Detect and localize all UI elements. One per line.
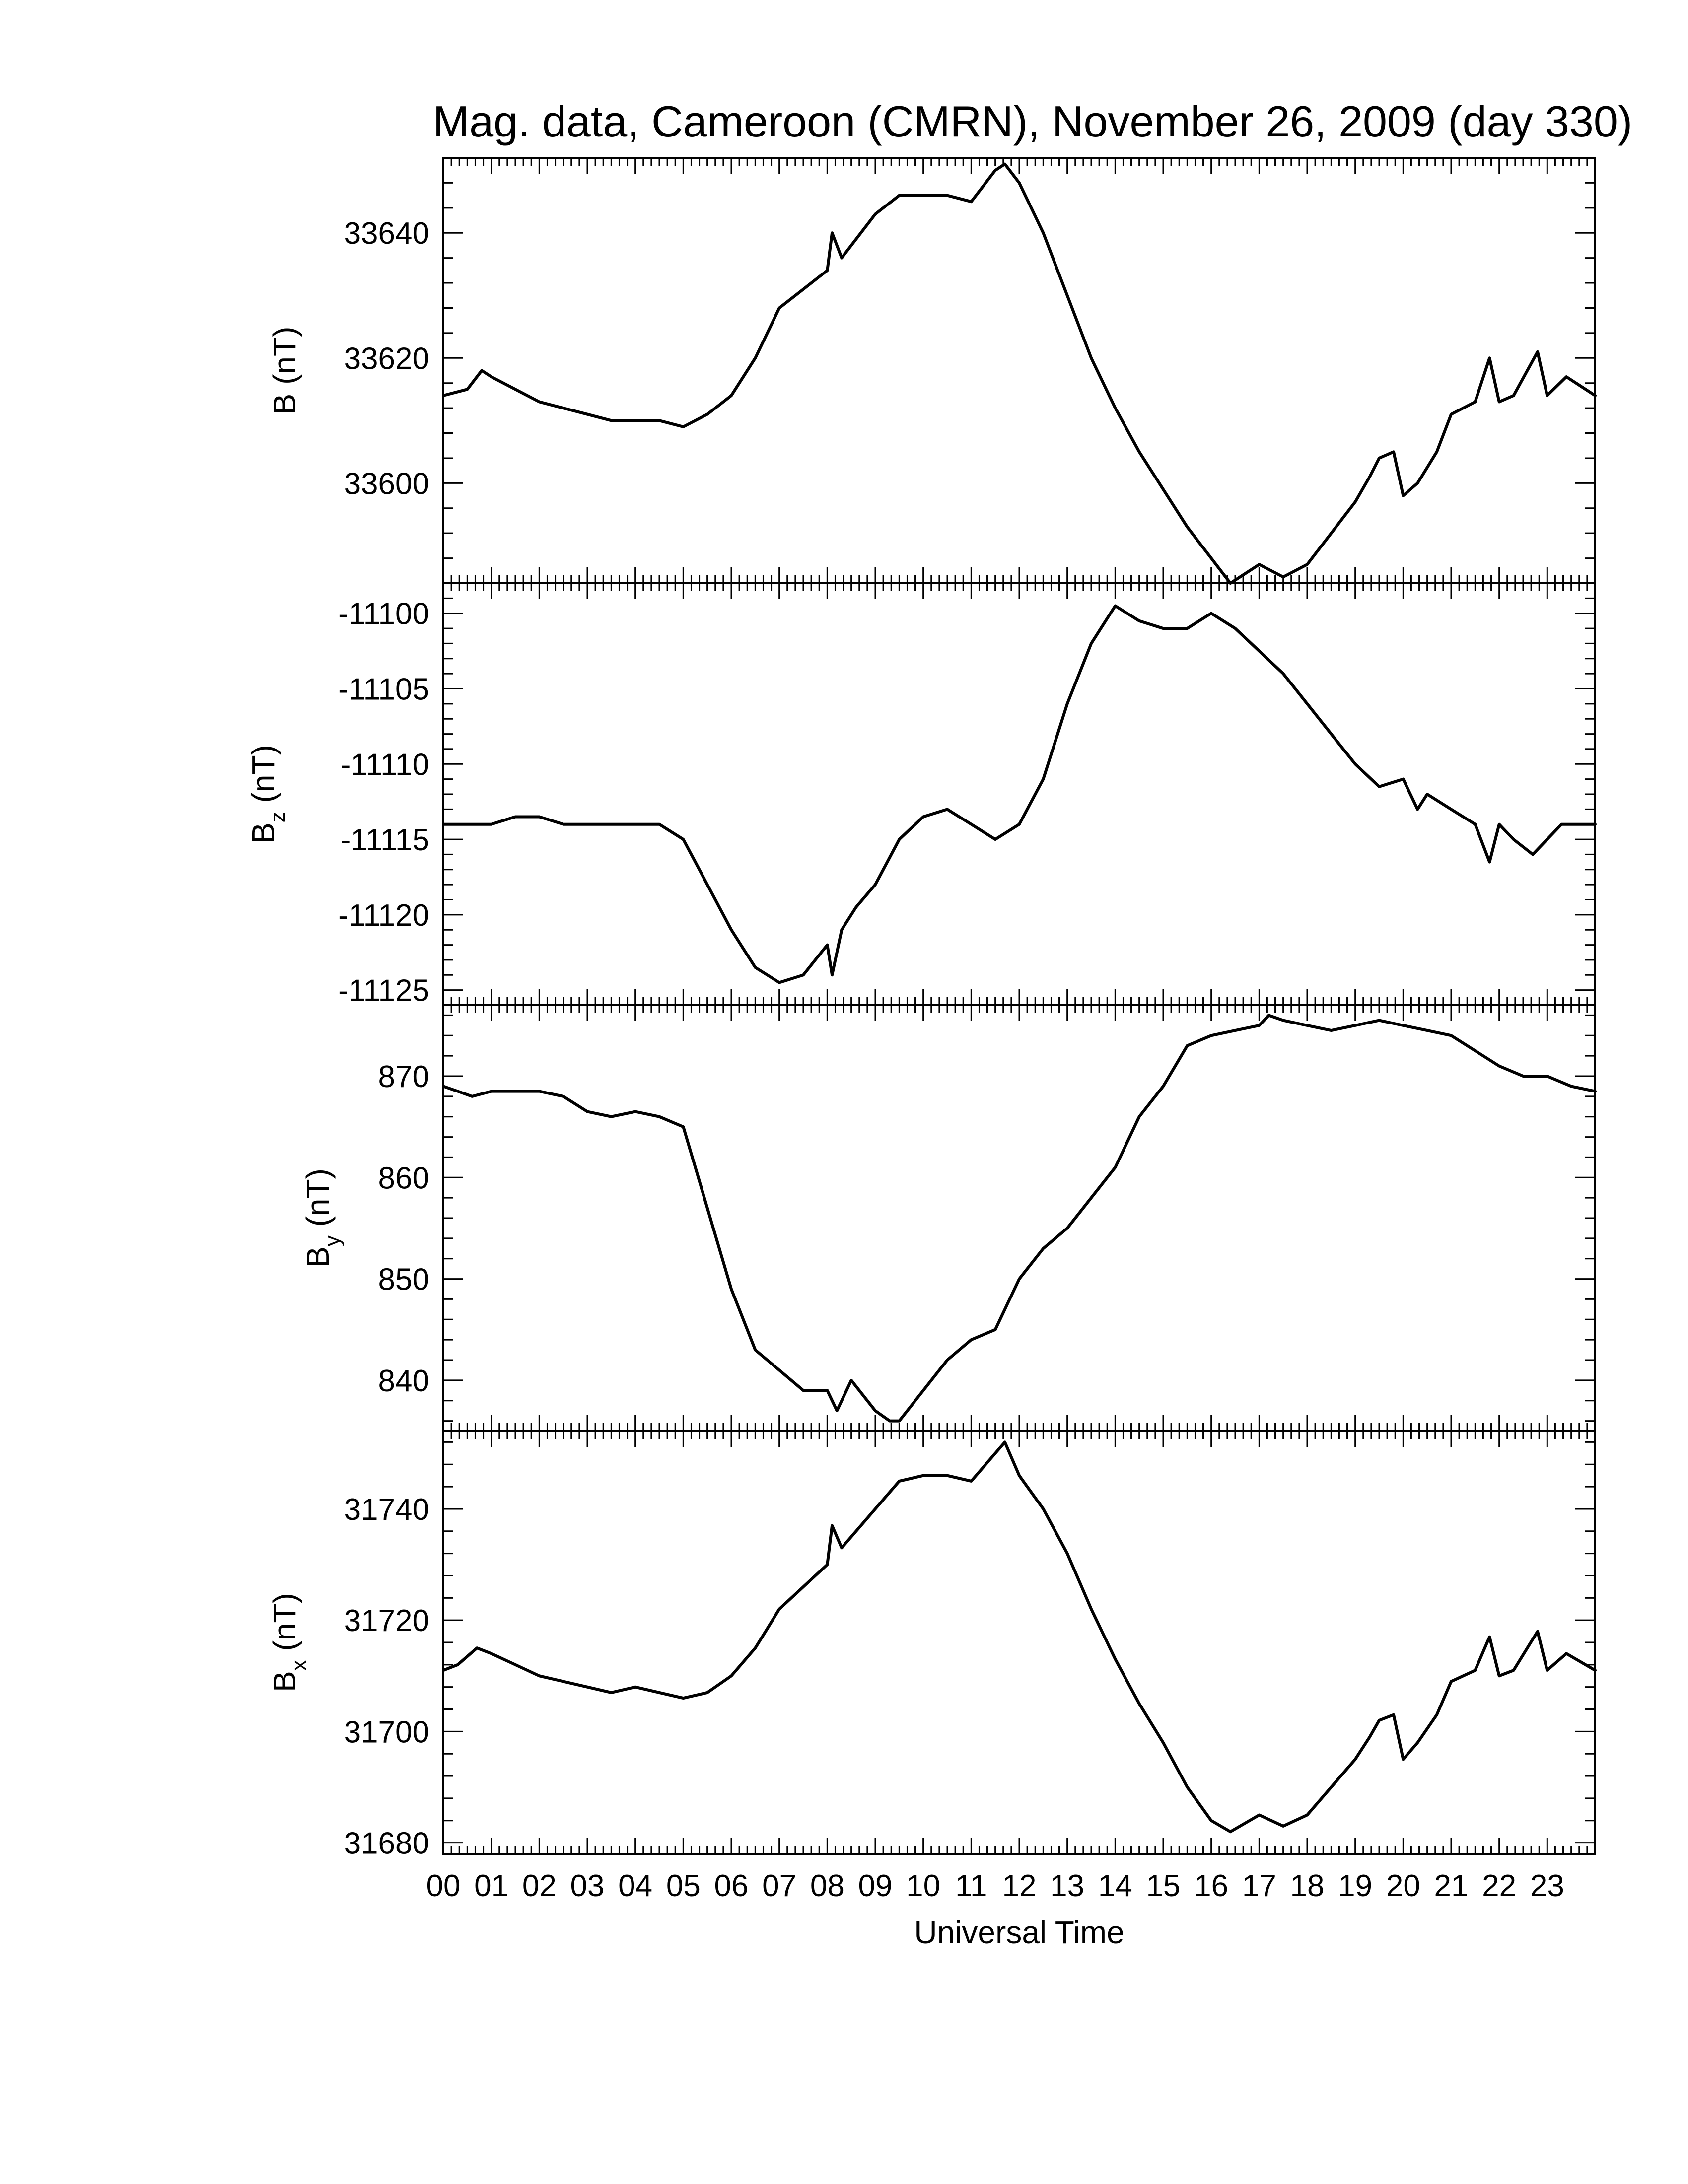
x-tick-label: 12: [1002, 1869, 1037, 1903]
y-axis-label: By (nT): [300, 1168, 345, 1268]
x-tick-label: 16: [1194, 1869, 1228, 1903]
y-axis-label: B (nT): [267, 327, 302, 415]
y-axis-label-main: B: [245, 822, 281, 844]
x-tick-label: 13: [1050, 1869, 1084, 1903]
y-tick-label: 840: [378, 1364, 429, 1398]
x-tick-label: 23: [1530, 1869, 1564, 1903]
x-tick-label: 18: [1290, 1869, 1325, 1903]
y-tick-label: -11115: [341, 823, 429, 857]
y-tick-label: 31740: [344, 1493, 429, 1527]
x-tick-label: 21: [1434, 1869, 1469, 1903]
chart-title: Mag. data, Cameroon (CMRN), November 26,…: [433, 97, 1632, 146]
panel-frame: [442, 1004, 1596, 1432]
x-tick-label: 00: [426, 1869, 461, 1903]
x-tick-label: 22: [1482, 1869, 1516, 1903]
x-tick-label: 09: [858, 1869, 893, 1903]
x-tick-label: 02: [522, 1869, 557, 1903]
y-axis-label-subscript: z: [266, 812, 290, 822]
y-tick-label: 850: [378, 1263, 429, 1297]
panel-4: 31680 31700 31720 31740 Bx (nT): [267, 1430, 1597, 1861]
y-axis-label-main: B: [267, 394, 302, 415]
y-axis-label: Bx (nT): [267, 1593, 311, 1692]
x-tick-label: 04: [618, 1869, 652, 1903]
x-tick-label: 06: [714, 1869, 749, 1903]
y-axis-label-subscript: x: [287, 1660, 311, 1671]
y-tick-label: 31700: [344, 1715, 429, 1749]
panel-frame: [442, 582, 1596, 1006]
series-line-3: [442, 1014, 1597, 1423]
y-tick-label: 31680: [344, 1827, 429, 1861]
panel-2: -11100 -11105 -11110 -11115 -11120 -11125 Bz (…: [245, 582, 1597, 1008]
x-tick-label: 15: [1146, 1869, 1181, 1903]
series-line-1: [442, 162, 1597, 585]
y-tick-label: 870: [378, 1060, 429, 1094]
x-tick-labels: 00 01 02 03 04 05 06 07 08 09 10 11 12 13 14 15 16 17 18 19…: [426, 1869, 1564, 1903]
x-tick-label: 19: [1338, 1869, 1372, 1903]
panel-frame: [442, 1430, 1596, 1855]
y-tick-label: -11120: [338, 898, 429, 933]
x-tick-label: 20: [1386, 1869, 1420, 1903]
y-tick-label: -11100: [338, 597, 429, 631]
x-tick-label: 10: [906, 1869, 940, 1903]
panel-1: 33600 33620 33640 B (nT): [267, 157, 1597, 585]
y-axis-label: Bz (nT): [245, 745, 290, 844]
panel-frame: [442, 157, 1596, 584]
x-tick-label: 08: [810, 1869, 844, 1903]
x-tick-label: 03: [570, 1869, 605, 1903]
y-tick-label: 31720: [344, 1604, 429, 1638]
x-tick-label: 17: [1242, 1869, 1276, 1903]
y-tick-label: 33600: [344, 467, 429, 501]
y-axis-label-unit: (nT): [245, 745, 281, 812]
x-tick-label: 14: [1098, 1869, 1132, 1903]
y-axis-label-unit: (nT): [267, 1593, 302, 1660]
y-tick-label: -11125: [338, 974, 429, 1008]
x-tick-label: 05: [666, 1869, 701, 1903]
y-axis-label-unit: (nT): [267, 327, 302, 394]
x-tick-label: 07: [762, 1869, 796, 1903]
y-tick-label: 33620: [344, 341, 429, 376]
y-tick-label: 860: [378, 1161, 429, 1195]
y-tick-label: -11105: [338, 673, 429, 707]
y-axis-label-subscript: y: [320, 1235, 345, 1246]
y-tick-label: 33640: [344, 216, 429, 251]
y-axis-label-unit: (nT): [300, 1168, 336, 1235]
y-axis-label-main: B: [267, 1671, 302, 1692]
x-tick-label: 11: [955, 1869, 987, 1903]
panel-3: 840 850 860 870 By (nT): [300, 1004, 1597, 1432]
x-tick-label: 01: [474, 1869, 508, 1903]
y-axis-label-main: B: [300, 1246, 336, 1268]
x-axis-label: Universal Time: [914, 1914, 1124, 1950]
series-line-2: [442, 604, 1597, 984]
series-line-4: [442, 1440, 1597, 1834]
y-tick-label: -11110: [341, 748, 429, 782]
